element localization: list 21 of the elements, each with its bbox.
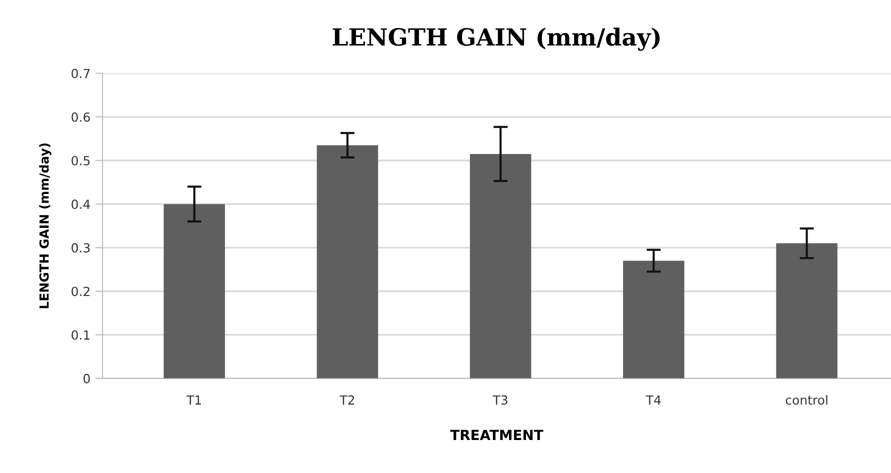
x-axis-title: TREATMENT (450, 430, 544, 440)
y-tick-label: 0.7 (72, 68, 90, 78)
y-tick-label: 0.1 (72, 330, 90, 340)
y-tick-label: 0.2 (72, 286, 90, 296)
y-tick-label: 0.5 (72, 156, 90, 166)
x-tick-label: T2 (340, 395, 354, 405)
x-tick-label: T3 (492, 395, 508, 405)
x-tick-label: control (786, 395, 828, 405)
bar (776, 243, 838, 378)
x-tick-label: T1 (186, 395, 201, 405)
y-tick-label: 0.3 (72, 243, 90, 253)
y-tick-label: 0 (84, 374, 90, 384)
bar (623, 260, 684, 378)
bar (470, 154, 532, 378)
chart-title: LENGTH GAIN (mm/day) (332, 28, 660, 51)
bar (316, 145, 378, 378)
y-tick-label: 0.6 (72, 112, 90, 122)
bar (164, 204, 225, 378)
y-axis-title: LENGTH GAIN (mm/day) (39, 143, 52, 308)
y-tick-label: 0.4 (72, 200, 90, 209)
x-tick-label: T4 (646, 395, 661, 405)
